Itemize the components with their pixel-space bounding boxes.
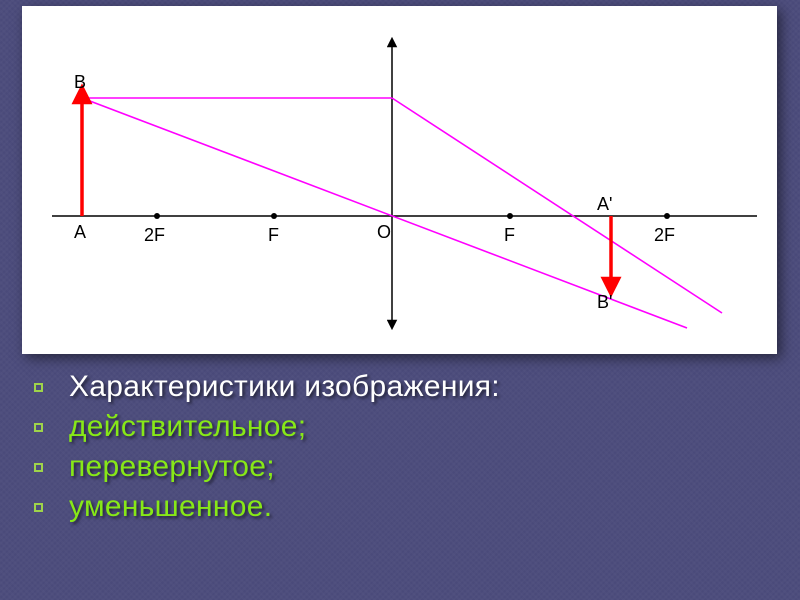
labels: A B A' B' O 2F F F 2F <box>74 72 675 312</box>
ray-refracted <box>392 98 722 313</box>
optics-diagram: A B A' B' O 2F F F 2F <box>22 6 777 354</box>
bullet-icon <box>34 423 43 432</box>
bullet-icon <box>34 463 43 472</box>
label-F-left: F <box>268 225 279 245</box>
label-2F-left: 2F <box>144 225 165 245</box>
label-A: A <box>74 222 86 242</box>
bullet-text-item: перевернутое; <box>69 450 275 484</box>
list-item: Характеристики изображения: <box>34 370 780 404</box>
label-2F-right: 2F <box>654 225 675 245</box>
bullet-text-heading: Характеристики изображения: <box>69 370 500 404</box>
bullet-icon <box>34 503 43 512</box>
list-item: действительное; <box>34 410 780 444</box>
slide: A B A' B' O 2F F F 2F Характеристики изо… <box>0 0 800 600</box>
label-F-right: F <box>504 225 515 245</box>
bullet-text-item: действительное; <box>69 410 306 444</box>
label-Ap: A' <box>597 194 612 214</box>
characteristics-list: Характеристики изображения: действительн… <box>34 370 780 530</box>
bullet-text-item: уменьшенное. <box>69 490 272 524</box>
label-O: O <box>377 222 391 242</box>
bullet-icon <box>34 383 43 392</box>
diagram-svg: A B A' B' O 2F F F 2F <box>22 6 777 354</box>
list-item: перевернутое; <box>34 450 780 484</box>
list-item: уменьшенное. <box>34 490 780 524</box>
label-B: B <box>74 72 86 92</box>
label-Bp: B' <box>597 292 612 312</box>
rays <box>82 98 722 328</box>
